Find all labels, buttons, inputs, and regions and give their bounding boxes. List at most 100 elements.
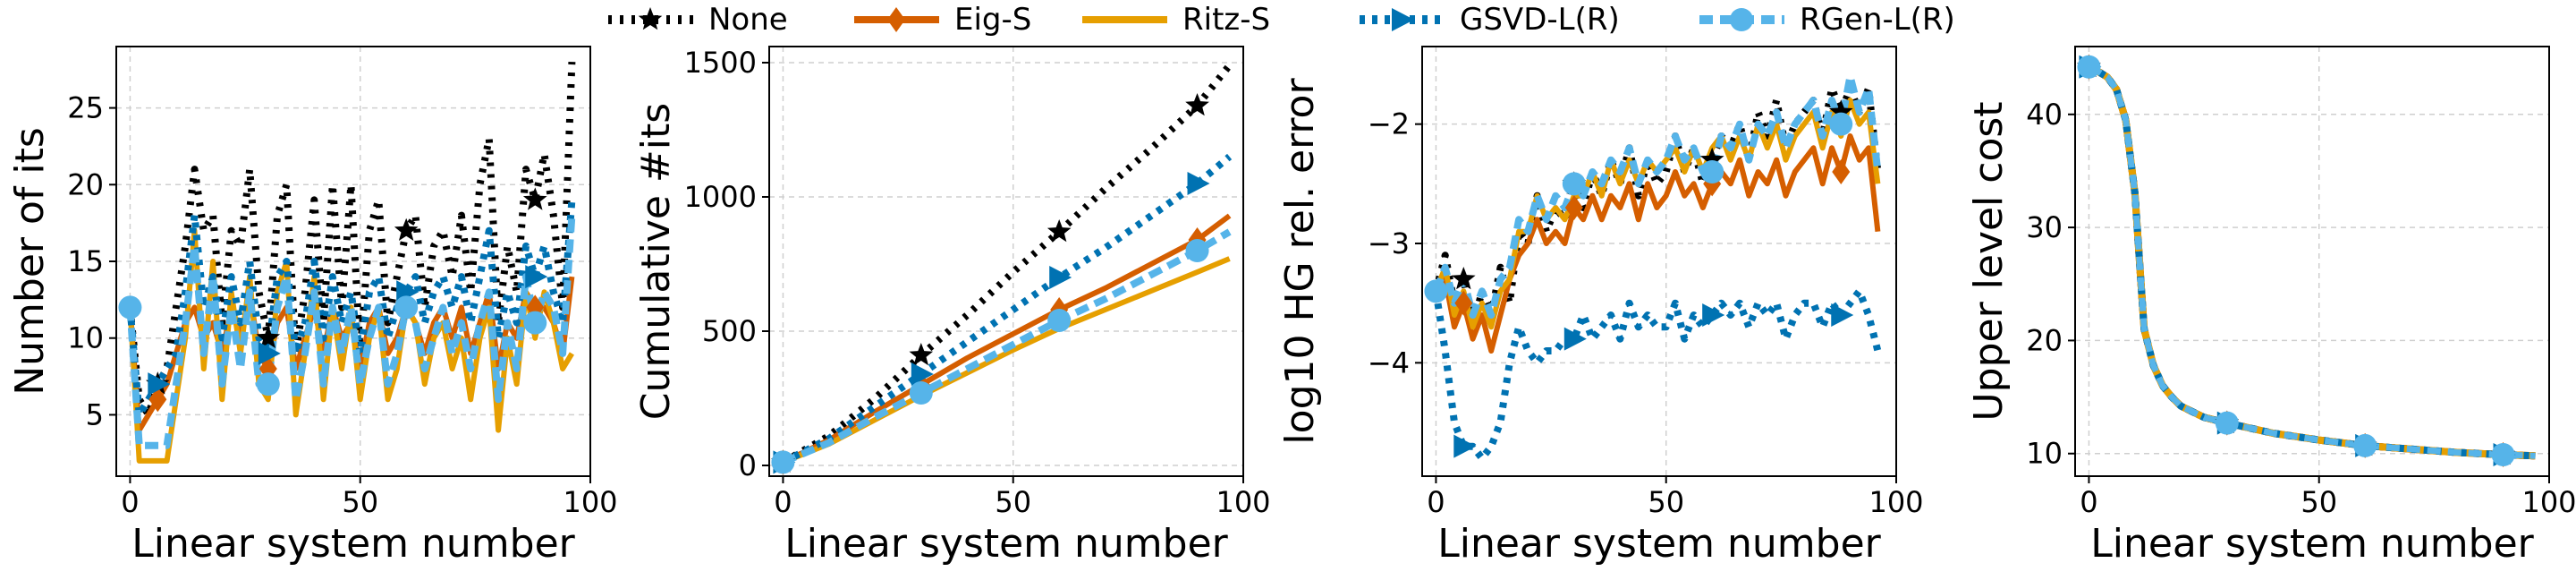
data-point-gsvd-l-r (911, 362, 934, 386)
legend-label: None (708, 2, 788, 38)
y-tick-label: 40 (2026, 98, 2063, 132)
data-point-rgen-l-r (2491, 443, 2515, 466)
legend-label: GSVD-L(R) (1460, 2, 1620, 38)
legend-label: RGen-L(R) (1800, 2, 1955, 38)
series-line-none (2087, 64, 2536, 460)
data-point-none (909, 343, 934, 366)
series-line-none (781, 63, 1233, 465)
legend: None Eig-S Ritz-S GSVD-L(R) RGen-L(R) (608, 2, 1955, 38)
data-point-rgen-l-r (523, 311, 547, 335)
y-axis-label: Number of its (7, 127, 53, 396)
x-tick-label: 100 (2521, 485, 2576, 519)
series-line-ritz-s (2087, 64, 2536, 460)
series-line-eig-s (782, 213, 1232, 465)
x-axis-label: Linear system number (131, 521, 575, 567)
data-point-none (1185, 93, 1209, 116)
data-point-rgen-l-r (2215, 411, 2239, 435)
data-point-gsvd-l-r (525, 265, 548, 289)
y-tick-label: 10 (2026, 437, 2063, 471)
x-tick-label: 50 (342, 485, 378, 519)
y-tick-label: 1000 (684, 180, 757, 214)
series-line-ritz-s (127, 227, 574, 464)
y-tick-label: −2 (1368, 107, 1410, 141)
y-tick-label: −4 (1368, 345, 1410, 380)
series-line-rgen-l-r (2087, 64, 2536, 459)
plot-frame (1421, 46, 1897, 477)
y-axis-label: Cumulative #its (633, 103, 679, 420)
x-axis-label: Linear system number (2090, 521, 2534, 567)
data-point-eig-s (1832, 159, 1851, 184)
data-point-gsvd-l-r (1187, 172, 1210, 195)
y-axis-label: log10 HG rel. error (1277, 78, 1323, 445)
legend-item-ritz-s: Ritz-S (1082, 2, 1270, 38)
data-point-none (1828, 99, 1853, 123)
y-tick-label: 20 (2026, 323, 2063, 357)
data-point-rgen-l-r (394, 295, 419, 320)
x-tick-label: 50 (2301, 485, 2337, 519)
legend-label: Ritz-S (1182, 2, 1270, 38)
series-line-rgen-l-r (126, 215, 576, 449)
data-point-gsvd-l-r (258, 341, 281, 365)
series-line-rgen-l-r (1432, 72, 1882, 319)
data-point-rgen-l-r (2353, 433, 2377, 457)
chart-panel-1: 0 50 100 5 10 15 20 25 Linear system number Numbe… (7, 46, 618, 567)
y-axis-label: Upper level cost (1966, 101, 2012, 421)
y-tick-label: 20 (67, 167, 104, 201)
x-tick-label: 100 (1216, 485, 1270, 519)
plot-frame (2074, 46, 2550, 477)
y-tick-label: 1500 (684, 46, 757, 80)
legend-item-rgen-l-r: RGen-L(R) (1699, 2, 1955, 38)
y-tick-label: 0 (739, 448, 757, 482)
data-point-gsvd-l-r (148, 372, 171, 397)
series-group (781, 63, 1233, 466)
series-line-gsvd-l-r (1432, 287, 1882, 462)
legend-item-gsvd-l-r: GSVD-L(R) (1360, 2, 1620, 38)
x-tick-label: 0 (2080, 485, 2097, 519)
y-tick-label: −3 (1368, 226, 1410, 260)
legend-marker-star (638, 7, 663, 30)
y-tick-label: 10 (67, 321, 104, 355)
y-tick-label: 5 (86, 397, 104, 431)
x-axis-label: Linear system number (1437, 521, 1881, 567)
series-line-eig-s (2087, 64, 2536, 460)
legend-item-none: None (608, 2, 788, 38)
data-point-none (522, 187, 547, 210)
data-point-rgen-l-r (256, 372, 280, 397)
data-point-gsvd-l-r (1563, 327, 1587, 351)
x-tick-label: 50 (995, 485, 1031, 519)
data-point-rgen-l-r (1047, 309, 1072, 332)
data-point-rgen-l-r (1185, 239, 1209, 262)
y-tick-label: 500 (702, 314, 757, 348)
plot-frame (768, 46, 1244, 477)
chart-panel-4: 0 50 100 10 20 30 40 Linear system number Upper … (1966, 46, 2576, 567)
series-line-gsvd-l-r (781, 153, 1233, 465)
y-tick-label: 30 (2026, 210, 2063, 244)
data-point-eig-s (1564, 195, 1583, 220)
legend-marker-diamond (887, 7, 905, 32)
x-tick-label: 0 (774, 485, 792, 519)
chart-panel-3: 0 50 100 −4 −3 −2 Linear system number log10 HG… (1277, 46, 1924, 567)
data-point-rgen-l-r (1700, 160, 1724, 183)
data-point-none (1046, 219, 1072, 243)
series-line-ritz-s (1433, 98, 1881, 330)
x-tick-label: 0 (1427, 485, 1445, 519)
data-point-none (1699, 147, 1724, 170)
x-tick-label: 50 (1648, 485, 1684, 519)
data-point-none (256, 325, 281, 348)
data-point-rgen-l-r (2077, 55, 2101, 79)
legend-item-eig-s: Eig-S (854, 2, 1031, 38)
series-group (2087, 64, 2536, 460)
legend-marker-circle (1730, 8, 1753, 31)
legend-label: Eig-S (954, 2, 1031, 38)
data-point-rgen-l-r (1562, 172, 1586, 196)
y-tick-label: 15 (67, 244, 104, 278)
legend-marker-triangle-right (1392, 8, 1414, 31)
data-point-gsvd-l-r (1453, 434, 1477, 458)
y-tick-label: 25 (67, 91, 104, 125)
series-line-rgen-l-r (781, 228, 1232, 466)
series-line-gsvd-l-r (2087, 64, 2536, 460)
data-point-eig-s (1454, 290, 1473, 316)
